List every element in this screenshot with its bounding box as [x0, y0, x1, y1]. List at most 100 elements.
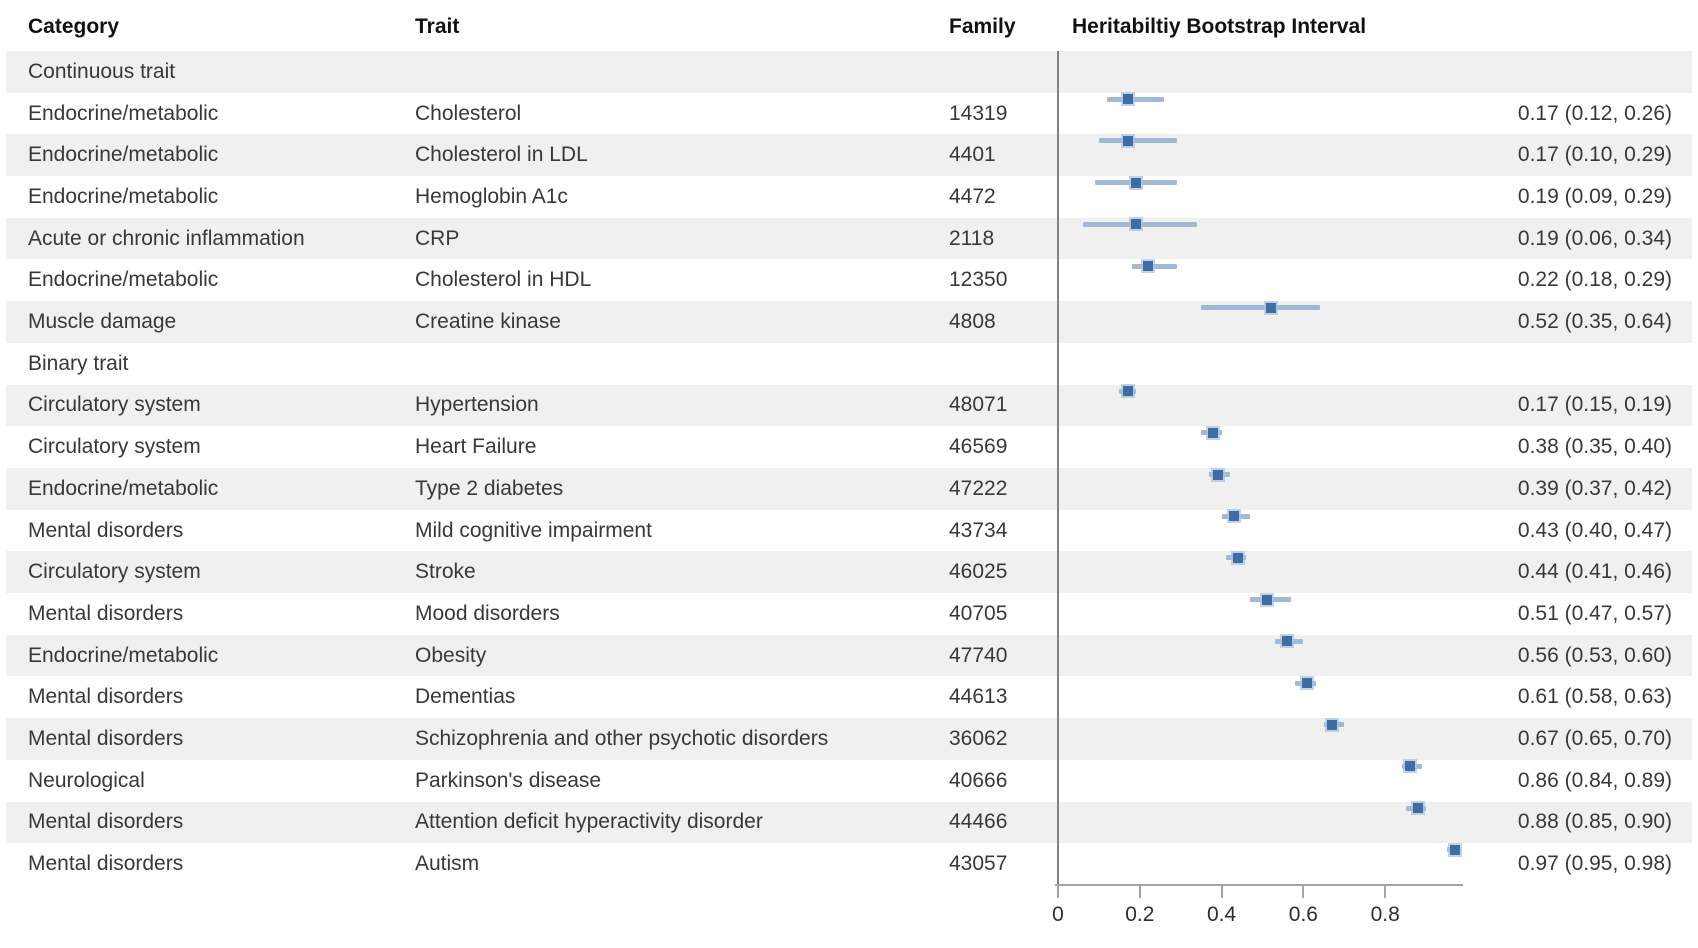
category-cell: Endocrine/metabolic	[28, 143, 219, 167]
interval-label: 0.52 (0.35, 0.64)	[1517, 310, 1672, 334]
interval-label: 0.17 (0.12, 0.26)	[1517, 101, 1672, 125]
row-stripe	[6, 384, 1692, 427]
interval-label: 0.86 (0.84, 0.89)	[1517, 768, 1672, 792]
estimate-marker	[1208, 427, 1219, 438]
estimate-marker	[1282, 636, 1293, 647]
estimate-marker	[1449, 844, 1460, 855]
row-stripe	[6, 634, 1692, 677]
estimate-marker	[1142, 261, 1153, 271]
table-row: Circulatory system Stroke 46025 0.44 (0.41,…	[0, 551, 1698, 594]
category-cell: Muscle damage	[28, 310, 177, 334]
x-axis-tick	[1220, 885, 1223, 898]
estimate-marker	[1261, 594, 1272, 605]
row-stripe	[6, 468, 1692, 510]
x-axis-tick-label: 0.4	[1206, 903, 1237, 926]
row-stripe	[6, 301, 1692, 343]
x-axis-tick-label: 0.8	[1370, 903, 1400, 926]
interval-label: 0.22 (0.18, 0.29)	[1517, 268, 1672, 292]
category-cell: Circulatory system	[28, 560, 201, 584]
interval-label: 0.38 (0.35, 0.40)	[1517, 435, 1672, 459]
x-axis-line	[1055, 884, 1463, 886]
table-row: Endocrine/metabolic Hemoglobin A1c 4472 0.1…	[0, 176, 1698, 218]
estimate-marker	[1404, 761, 1415, 772]
category-cell: Endocrine/metabolic	[28, 643, 219, 667]
x-axis-tick	[1138, 885, 1141, 898]
family-cell: 47222	[949, 476, 1008, 500]
category-cell: Mental disorders	[28, 727, 184, 751]
x-axis-tick	[1302, 885, 1305, 898]
x-axis-tick-label: 0.6	[1288, 903, 1318, 926]
family-cell: 14319	[949, 101, 1008, 125]
table-row: Mental disorders Dementias 44613 0.61 (0.58…	[0, 677, 1698, 719]
x-axis-tick	[1057, 885, 1059, 898]
table-row: Acute or chronic inflammation CRP 2118 0.19…	[0, 217, 1698, 260]
category-cell: Mental disorders	[28, 852, 184, 876]
row-stripe	[6, 718, 1692, 760]
trait-cell: Autism	[415, 852, 480, 876]
trait-cell: Attention deficit hyperactivity disorder	[415, 810, 763, 834]
column-header-category: Category	[28, 15, 120, 38]
table-row: Endocrine/metabolic Cholesterol in HDL 123…	[0, 260, 1698, 302]
trait-cell: Mood disorders	[415, 601, 560, 625]
row-stripe	[6, 551, 1692, 594]
category-cell: Mental disorders	[28, 810, 184, 834]
trait-cell: Schizophrenia and other psychotic disord…	[415, 727, 829, 751]
table-row: Endocrine/metabolic Type 2 diabetes 47222 0…	[0, 468, 1698, 510]
family-cell: 40666	[949, 768, 1008, 792]
family-cell: 44466	[949, 810, 1008, 834]
column-header-heritability-bootstrap-interval: Heritabiltiy Bootstrap Interval	[1072, 15, 1367, 38]
family-cell: 48071	[949, 393, 1008, 417]
trait-cell: Cholesterol	[415, 101, 522, 125]
family-cell: 36062	[949, 727, 1008, 751]
interval-label: 0.51 (0.47, 0.57)	[1517, 601, 1672, 625]
estimate-marker	[1228, 511, 1239, 522]
category-cell: Neurological	[28, 768, 145, 792]
column-header-family: Family	[949, 15, 1016, 38]
category-cell: Circulatory system	[28, 393, 201, 417]
estimate-marker	[1122, 94, 1133, 105]
interval-label: 0.61 (0.58, 0.63)	[1517, 685, 1672, 709]
interval-label: 0.19 (0.09, 0.29)	[1517, 184, 1672, 208]
trait-cell: CRP	[415, 226, 460, 250]
family-cell: 44613	[949, 685, 1008, 709]
ci-error-bar	[1131, 263, 1177, 269]
family-cell: 4472	[949, 184, 996, 208]
category-cell: Mental disorders	[28, 518, 184, 542]
table-row: Mental disorders Attention deficit hypera…	[0, 801, 1698, 844]
section-row: Continuous trait	[0, 51, 1698, 93]
estimate-marker	[1232, 552, 1243, 563]
trait-cell: Dementias	[415, 685, 516, 709]
estimate-marker	[1122, 386, 1133, 397]
table-row: Endocrine/metabolic Cholesterol in LDL 440…	[0, 134, 1698, 177]
table-row: Mental disorders Mood disorders 40705 0.51 …	[0, 593, 1698, 635]
table-row: Mental disorders Mild cognitive impairmen…	[0, 510, 1698, 552]
ci-error-bar	[1098, 138, 1177, 144]
table-row: Circulatory system Heart Failure 46569 0.38…	[0, 426, 1698, 468]
category-cell: Circulatory system	[28, 435, 201, 459]
category-cell: Endocrine/metabolic	[28, 101, 219, 125]
interval-label: 0.43 (0.40, 0.47)	[1517, 518, 1672, 542]
section-row: Binary trait	[0, 343, 1698, 385]
ci-error-bar	[1201, 305, 1320, 311]
row-stripe	[6, 134, 1692, 177]
estimate-marker	[1130, 177, 1141, 188]
interval-label: 0.19 (0.06, 0.34)	[1517, 226, 1672, 250]
trait-cell: Mild cognitive impairment	[415, 518, 652, 542]
family-cell: 46569	[949, 435, 1008, 459]
trait-cell: Type 2 diabetes	[415, 476, 564, 500]
table-row: Circulatory system Hypertension 48071 0.17 …	[0, 384, 1698, 427]
table-row: Muscle damage Creatine kinase 4808 0.52 (0.…	[0, 301, 1698, 343]
interval-label: 0.39 (0.37, 0.42)	[1517, 476, 1672, 500]
estimate-marker	[1122, 135, 1133, 146]
interval-label: 0.44 (0.41, 0.46)	[1517, 560, 1672, 584]
estimate-marker	[1130, 219, 1141, 230]
trait-cell: Heart Failure	[415, 435, 537, 459]
category-cell: Mental disorders	[28, 685, 184, 709]
ci-error-bar	[1107, 96, 1165, 102]
interval-label: 0.67 (0.65, 0.70)	[1517, 727, 1672, 751]
interval-label: 0.17 (0.10, 0.29)	[1517, 143, 1672, 167]
x-axis-tick-label: 0.2	[1125, 903, 1155, 926]
estimate-marker	[1212, 469, 1223, 480]
family-cell: 12350	[949, 268, 1008, 292]
